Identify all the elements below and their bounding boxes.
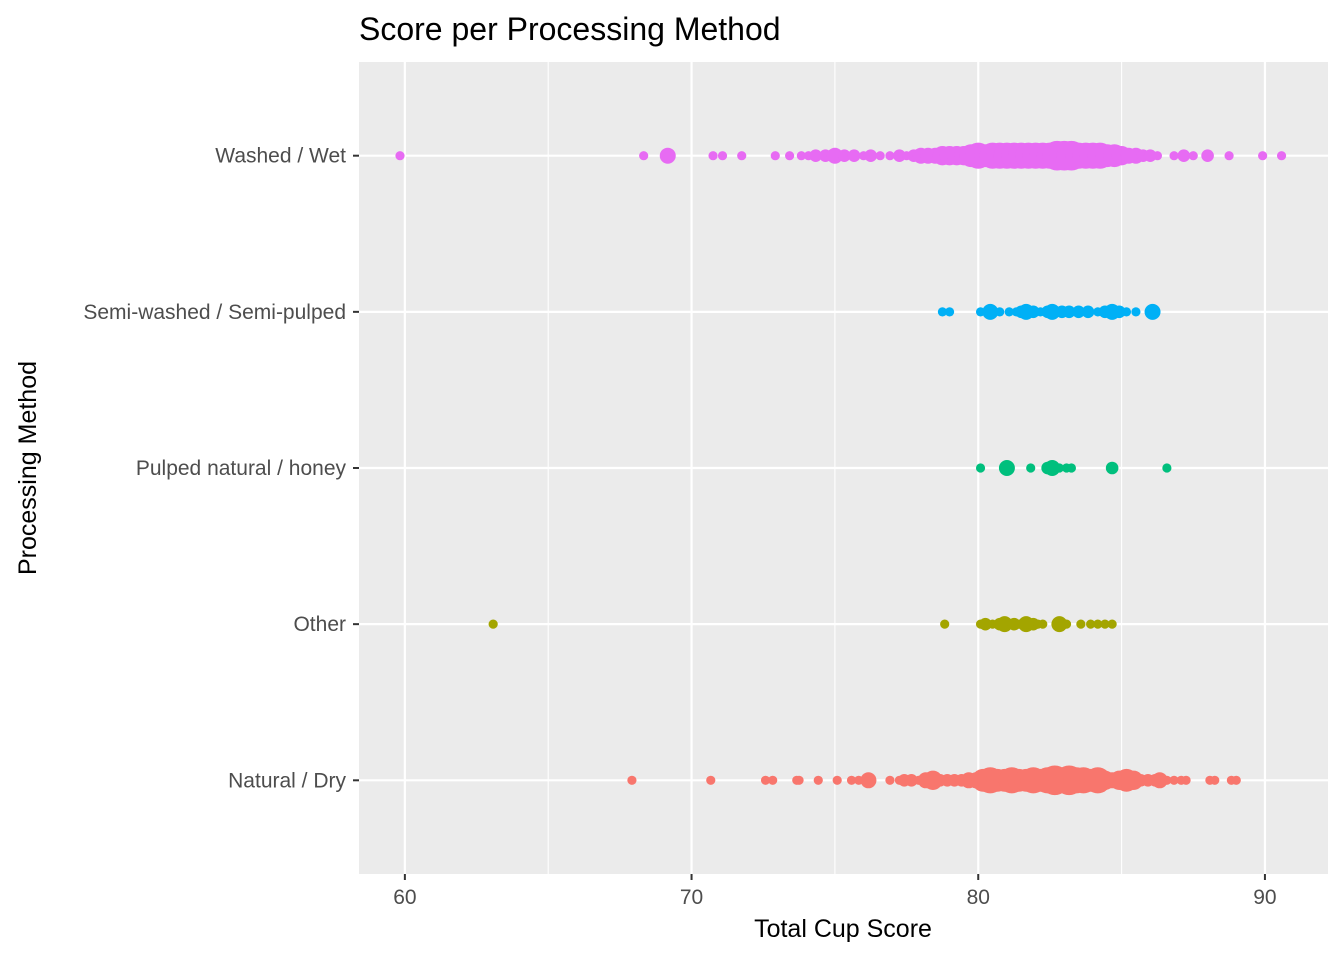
data-point	[1177, 149, 1191, 162]
data-point	[838, 149, 851, 162]
data-point	[1072, 305, 1085, 319]
data-points	[395, 140, 1287, 796]
data-point	[864, 149, 878, 162]
data-point	[1201, 149, 1214, 162]
data-point	[996, 616, 1013, 633]
data-point	[1066, 463, 1077, 473]
data-point	[1086, 619, 1096, 629]
data-point	[1181, 775, 1191, 785]
data-point	[995, 307, 1005, 317]
data-point	[944, 307, 955, 317]
data-point	[737, 151, 747, 161]
data-point	[1054, 463, 1064, 473]
data-point	[770, 151, 780, 161]
data-point	[1051, 616, 1068, 633]
data-point	[1112, 305, 1126, 319]
data-point	[488, 619, 498, 629]
data-point	[809, 149, 822, 162]
data-point	[1143, 149, 1157, 162]
data-point	[794, 775, 804, 785]
data-point	[1107, 619, 1117, 629]
data-point	[796, 151, 806, 161]
data-point	[1144, 303, 1161, 320]
data-point	[832, 775, 842, 785]
data-point	[1231, 775, 1241, 785]
data-point	[1061, 619, 1072, 629]
data-point	[1121, 307, 1132, 317]
data-point	[875, 151, 885, 161]
data-point	[1151, 772, 1168, 789]
data-point	[905, 774, 918, 787]
data-point	[1188, 151, 1198, 161]
chart-title: Score per Processing Method	[359, 11, 781, 47]
x-axis: 60 70 80 90	[393, 874, 1277, 909]
y-tick-label: Pulped natural / honey	[136, 457, 347, 480]
data-point	[1210, 775, 1220, 785]
data-point	[937, 307, 948, 317]
data-point	[979, 617, 992, 631]
y-tick-label: Semi-washed / Semi-pulped	[83, 301, 346, 324]
x-tick-label: 90	[1253, 886, 1276, 909]
data-point	[1131, 307, 1141, 317]
x-tick-label: 60	[393, 886, 416, 909]
x-axis-title: Total Cup Score	[754, 915, 932, 943]
data-point	[885, 775, 895, 785]
data-point	[982, 303, 999, 320]
data-point	[760, 775, 771, 785]
data-point	[998, 460, 1015, 476]
data-point	[706, 775, 716, 785]
y-axis-title: Processing Method	[14, 361, 42, 575]
x-tick-label: 80	[967, 886, 990, 909]
y-axis: Natural / Dry Other Pulped natural / honey…	[83, 145, 359, 792]
data-point	[1044, 460, 1061, 476]
data-point	[1162, 463, 1172, 473]
data-point	[768, 775, 778, 785]
data-point	[717, 151, 728, 161]
data-point	[1258, 151, 1268, 161]
data-point	[659, 147, 676, 164]
data-point	[1044, 303, 1061, 320]
data-point	[1224, 151, 1234, 161]
data-point	[893, 149, 906, 162]
data-point	[1169, 775, 1179, 785]
data-point	[885, 151, 895, 161]
data-point	[860, 772, 877, 789]
y-tick-label: Washed / Wet	[215, 145, 346, 168]
data-point	[1038, 619, 1048, 629]
data-point	[1276, 151, 1287, 161]
data-point	[1169, 151, 1179, 161]
data-point	[813, 775, 823, 785]
data-point	[1026, 305, 1040, 319]
data-point	[1105, 461, 1119, 475]
data-point	[940, 619, 950, 629]
data-point	[1162, 775, 1172, 785]
x-tick-label: 70	[680, 886, 703, 909]
data-point	[826, 147, 843, 164]
data-point	[847, 149, 861, 162]
y-tick-label: Natural / Dry	[228, 769, 346, 792]
data-point	[1062, 305, 1076, 319]
data-point	[785, 151, 795, 161]
data-point	[639, 151, 649, 161]
data-point	[1076, 619, 1086, 629]
data-point	[1093, 619, 1103, 629]
data-point	[708, 151, 718, 161]
data-point	[1026, 463, 1036, 473]
data-point	[395, 151, 405, 161]
data-point	[1100, 619, 1110, 629]
data-point	[1081, 305, 1095, 319]
data-point	[846, 775, 857, 785]
data-point	[1152, 151, 1163, 161]
data-point	[975, 463, 986, 473]
data-point	[627, 775, 637, 785]
data-point	[1004, 307, 1014, 317]
y-tick-label: Other	[293, 613, 346, 636]
